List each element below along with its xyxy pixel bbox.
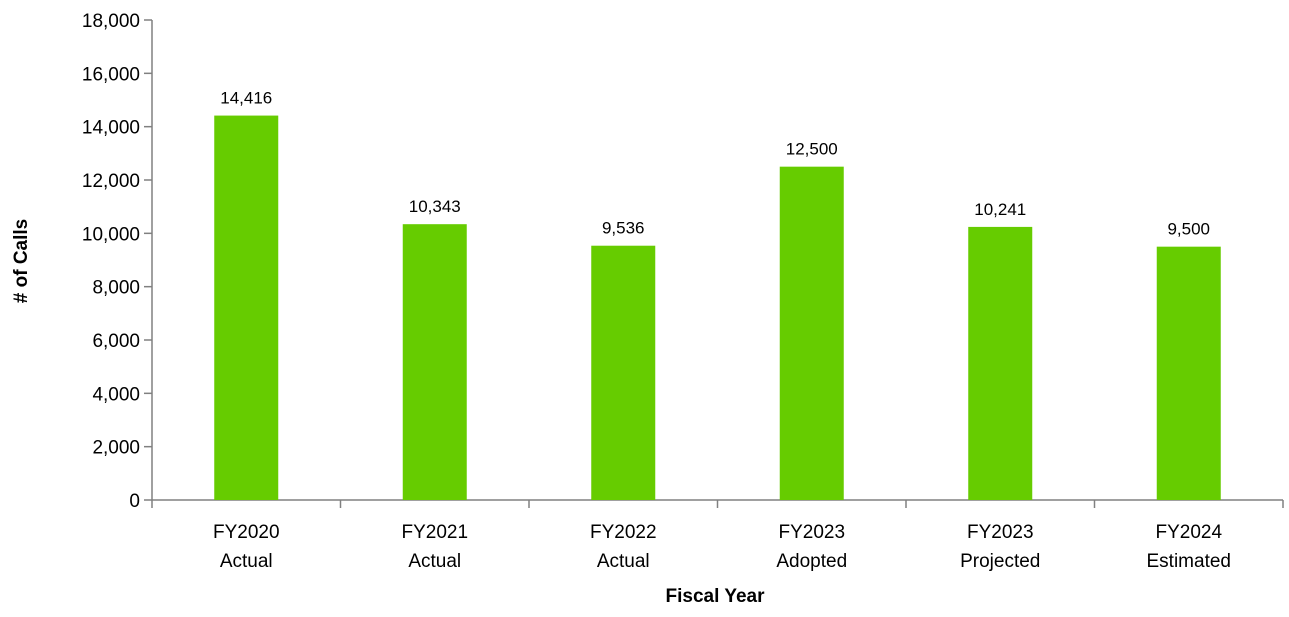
bars	[214, 115, 1221, 501]
x-tick-label: Actual	[597, 551, 650, 572]
bar	[591, 245, 656, 500]
x-tick-label: Projected	[960, 551, 1040, 572]
x-tick-label: FY2021	[401, 522, 468, 543]
x-axis-title: Fiscal Year	[666, 586, 766, 607]
y-tick-label: 12,000	[82, 171, 140, 192]
y-tick-label: 2,000	[92, 438, 140, 459]
data-label: 14,416	[220, 89, 272, 108]
y-tick-label: 10,000	[82, 224, 140, 245]
data-labels: 14,416 10,343 9,536 12,500 10,241 9,500	[220, 89, 1210, 239]
bar	[779, 166, 844, 500]
y-tick-label: 0	[129, 491, 140, 512]
bar	[1156, 246, 1221, 500]
y-tick-label: 4,000	[92, 384, 140, 405]
x-tick-label: FY2020	[213, 522, 280, 543]
x-tick-label: Actual	[408, 551, 461, 572]
y-tick-label: 16,000	[82, 64, 140, 85]
y-tick-label: 6,000	[92, 331, 140, 352]
x-tick-label: FY2024	[1155, 522, 1222, 543]
data-label: 9,500	[1167, 220, 1210, 239]
y-axis-title: # of Calls	[11, 219, 32, 303]
bar	[968, 226, 1033, 500]
bar	[402, 224, 467, 501]
x-tick-label: FY2022	[590, 522, 657, 543]
x-tick-label: Adopted	[776, 551, 847, 572]
y-axis: 0 2,000 4,000 6,000 8,000 10,000 12,000 14,000 1…	[82, 11, 153, 512]
y-tick-label: 14,000	[82, 118, 140, 139]
x-tick-label: FY2023	[778, 522, 845, 543]
bar	[214, 115, 279, 500]
x-tick-label: Estimated	[1147, 551, 1231, 572]
data-label: 10,241	[974, 200, 1026, 219]
y-tick-label: 18,000	[82, 11, 140, 32]
x-axis: FY2020 Actual FY2021 Actual FY2022 Actual FY20…	[151, 499, 1284, 572]
data-label: 10,343	[409, 197, 461, 216]
data-label: 12,500	[786, 140, 838, 159]
y-tick-label: 8,000	[92, 278, 140, 299]
data-label: 9,536	[602, 219, 645, 238]
x-tick-label: FY2023	[967, 522, 1034, 543]
x-tick-label: Actual	[220, 551, 273, 572]
